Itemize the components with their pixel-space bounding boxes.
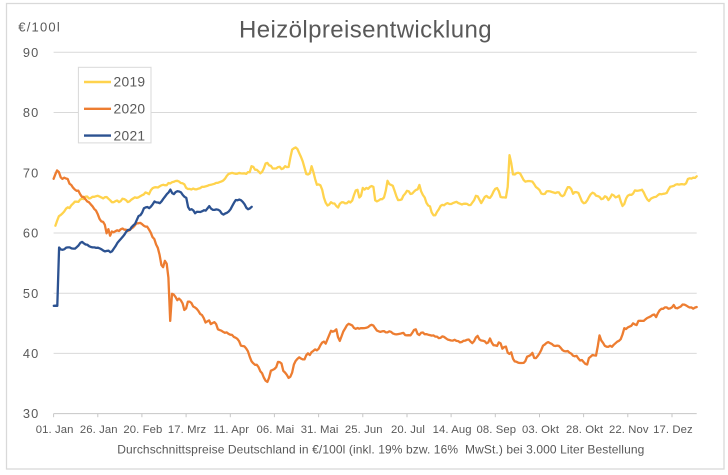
svg-text:60: 60	[23, 226, 39, 241]
svg-text:17. Dez: 17. Dez	[653, 424, 693, 436]
svg-text:70: 70	[23, 165, 39, 180]
svg-text:25. Jun: 25. Jun	[345, 424, 383, 436]
svg-text:08. Sep: 08. Sep	[476, 424, 516, 436]
svg-text:2020: 2020	[114, 102, 146, 117]
svg-text:20. Jul: 20. Jul	[391, 424, 425, 436]
svg-text:Durchschnittspreise Deutschlan: Durchschnittspreise Deutschland in €/100…	[117, 443, 644, 457]
svg-text:11. Apr: 11. Apr	[213, 424, 249, 436]
svg-text:30: 30	[23, 406, 39, 421]
svg-text:2019: 2019	[114, 75, 146, 90]
svg-text:03. Okt: 03. Okt	[522, 424, 560, 436]
svg-text:Heizölpreisentwicklung: Heizölpreisentwicklung	[239, 16, 492, 43]
svg-text:28. Okt: 28. Okt	[566, 424, 604, 436]
svg-text:90: 90	[23, 45, 39, 60]
svg-text:26. Jan: 26. Jan	[80, 424, 118, 436]
svg-text:22. Nov: 22. Nov	[609, 424, 649, 436]
svg-text:31. Mai: 31. Mai	[301, 424, 339, 436]
svg-text:17. Mrz: 17. Mrz	[168, 424, 207, 436]
svg-text:€/100l: €/100l	[18, 19, 61, 34]
svg-text:20. Feb: 20. Feb	[123, 424, 162, 436]
svg-text:80: 80	[23, 105, 39, 120]
svg-text:40: 40	[23, 346, 39, 361]
svg-text:06. Mai: 06. Mai	[257, 424, 295, 436]
svg-text:14. Aug: 14. Aug	[433, 424, 472, 436]
svg-text:01. Jan: 01. Jan	[36, 424, 74, 436]
svg-text:2021: 2021	[114, 128, 146, 143]
svg-text:50: 50	[23, 286, 39, 301]
